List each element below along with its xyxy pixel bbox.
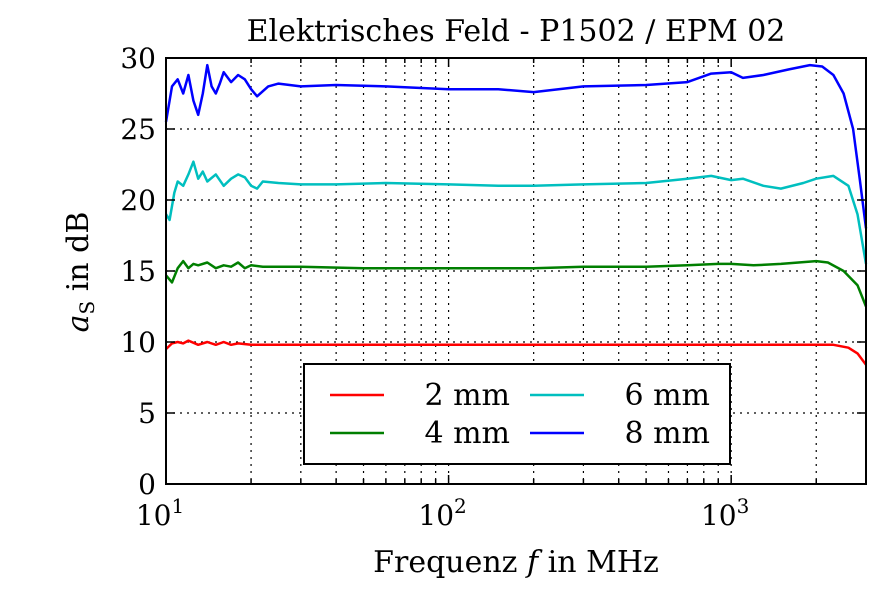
axis-ticks: 101 102 103 0 5 10 15 20 25 30 bbox=[120, 42, 867, 532]
series-line bbox=[165, 259, 868, 307]
x-tick-label: 102 bbox=[418, 494, 466, 532]
y-tick-label: 15 bbox=[120, 255, 156, 288]
series-line bbox=[165, 339, 867, 366]
y-tick-label: 10 bbox=[120, 326, 156, 359]
y-tick-label: 30 bbox=[120, 42, 156, 75]
legend-label: 2 mm bbox=[424, 378, 510, 413]
x-tick-label: 103 bbox=[701, 494, 749, 532]
legend-label: 6 mm bbox=[624, 378, 710, 413]
chart-title: Elektrisches Feld - P1502 / EPM 02 bbox=[247, 14, 786, 49]
y-tick-label: 20 bbox=[120, 184, 156, 217]
x-axis-label: Frequenz f in MHz bbox=[373, 545, 659, 580]
y-tick-label: 0 bbox=[138, 468, 156, 501]
legend-frame bbox=[303, 363, 731, 465]
x-tick-label: 101 bbox=[136, 494, 184, 532]
legend-label: 8 mm bbox=[624, 416, 710, 451]
series-line bbox=[164, 160, 868, 265]
series-lines bbox=[164, 63, 868, 366]
series-line bbox=[164, 63, 868, 229]
legend-label: 4 mm bbox=[424, 416, 510, 451]
y-axis-label: aS in dB bbox=[61, 212, 99, 333]
y-tick-label: 5 bbox=[138, 397, 156, 430]
y-tick-label: 25 bbox=[120, 113, 156, 146]
legend: 2 mm4 mm 6 mm8 mm bbox=[303, 363, 731, 465]
